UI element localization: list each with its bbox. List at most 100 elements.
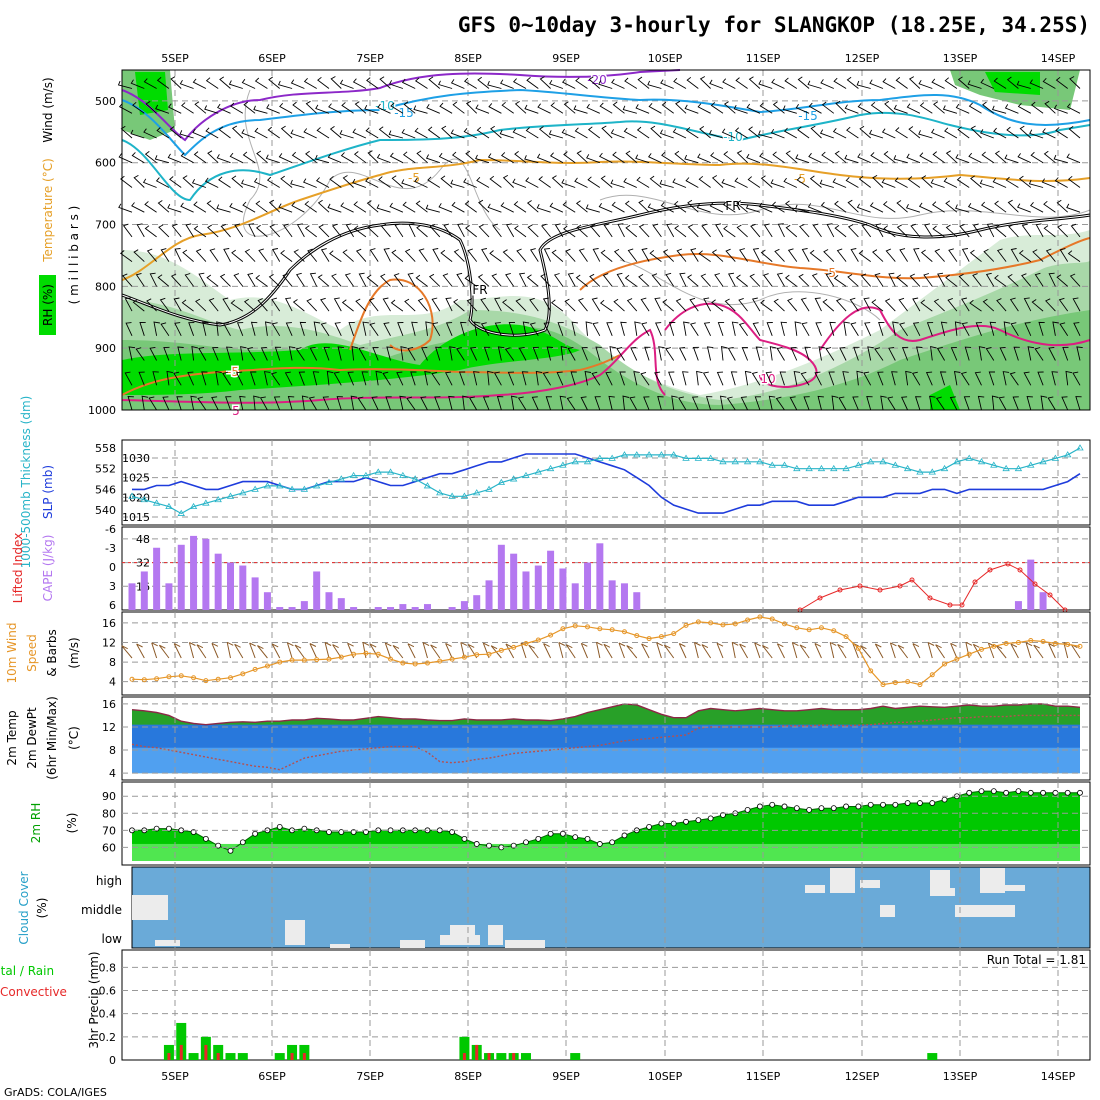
wind-barb <box>675 100 687 114</box>
wind-barb <box>148 396 157 411</box>
wind-barb <box>375 370 382 386</box>
wind-barb <box>477 76 490 89</box>
wind-barb <box>823 249 835 262</box>
wind-barb <box>156 77 170 89</box>
wind-barb <box>899 322 908 337</box>
wind-barb <box>785 224 798 238</box>
wind-barb <box>748 76 761 89</box>
wind-barb <box>577 297 588 312</box>
wind-barb <box>1045 298 1056 312</box>
wind-barb <box>167 203 182 213</box>
wind-barb <box>760 249 773 262</box>
wind10-barb <box>324 642 332 659</box>
top-date-label: 14SEP <box>1041 52 1076 65</box>
wind10-speed-marker <box>609 627 615 633</box>
wind10-speed-marker <box>658 634 664 640</box>
wind-barb <box>491 273 502 287</box>
precip-convective-bar <box>179 1044 183 1060</box>
wind-barb <box>367 224 379 238</box>
wind10-speed-marker <box>227 675 233 681</box>
wind-barb <box>448 395 455 411</box>
wind-barb <box>295 272 305 287</box>
wind10-speed-marker <box>892 680 898 686</box>
cloud-fragment <box>285 920 305 945</box>
wind-barb <box>1069 76 1081 89</box>
wind-barb <box>432 248 441 262</box>
wind-barb <box>146 298 157 312</box>
wind-barb <box>605 371 613 386</box>
wind-barb <box>643 396 650 411</box>
wind-barb <box>259 396 268 411</box>
cape-axis-label: CAPE (J/kg) <box>41 535 55 602</box>
wind-barb <box>241 179 256 188</box>
wind-barb <box>589 273 601 287</box>
wind-barb <box>163 346 170 361</box>
wind-barb <box>331 223 342 238</box>
isotherm-minus10 <box>121 111 1091 202</box>
wind-barb <box>689 322 699 337</box>
wind-barb <box>322 396 330 411</box>
rh2m-marker <box>670 820 677 827</box>
rh2m-marker <box>560 830 566 837</box>
thickness-marker <box>559 461 567 468</box>
wind-barb <box>467 248 478 262</box>
wind10-barb <box>799 644 810 659</box>
wind-barb <box>872 249 884 262</box>
wind-barb <box>758 130 773 139</box>
wind10-barb <box>121 645 133 659</box>
wind-barb <box>640 371 650 386</box>
wind-barb <box>872 175 884 188</box>
cloud-fragment <box>880 905 895 917</box>
wind-barb <box>230 299 244 312</box>
wind-barb <box>229 202 243 213</box>
wind-barb <box>686 76 699 89</box>
rh2m-marker <box>658 820 665 827</box>
wind-barb <box>158 224 170 238</box>
wind-barb <box>553 273 564 287</box>
wind-barb <box>250 321 258 336</box>
thickness-axis-label: 1000-500mb Thickness (dm) <box>19 396 33 569</box>
wind-barb <box>389 152 404 164</box>
wind-barb <box>327 203 342 213</box>
wind-barb <box>905 203 921 213</box>
cloud-axis-label: Cloud Cover <box>17 871 31 944</box>
thickness-marker <box>423 482 432 489</box>
wind-barb <box>949 396 958 411</box>
wind-barb <box>303 77 317 89</box>
wind-barb <box>972 223 982 238</box>
freezing-level-line-inner <box>121 202 1091 336</box>
wind-barb <box>303 178 317 188</box>
thickness-marker <box>706 454 715 461</box>
rh2m-marker <box>461 835 468 842</box>
top-date-label: 7SEP <box>356 52 384 65</box>
cloud-fragment <box>930 870 950 895</box>
wind-barb <box>598 152 613 164</box>
wind-barb <box>763 223 773 238</box>
wind-barb <box>738 297 748 312</box>
wind-barb <box>132 299 145 312</box>
wind-barb <box>212 346 219 361</box>
wind-barb <box>638 274 650 287</box>
wind-barb <box>299 321 307 336</box>
precip-ylabel-group: 3hr Precip (mm) <box>87 951 101 1048</box>
thickness-marker <box>903 464 912 472</box>
wind-barb <box>711 175 724 188</box>
cloud-fragment <box>400 940 425 948</box>
thickness-marker <box>830 464 838 472</box>
cape-bar <box>202 538 210 610</box>
wind-barb <box>556 371 564 386</box>
wind-barb <box>133 175 145 188</box>
wind-barb <box>120 175 133 188</box>
wind-barb <box>620 321 627 336</box>
wind-barb <box>702 371 711 386</box>
wind-barb <box>679 346 687 361</box>
wind-barb <box>630 346 638 361</box>
thickness-marker <box>571 458 579 465</box>
wind-barb <box>998 396 1007 411</box>
wind-barb <box>316 127 330 139</box>
wind-barb <box>1027 346 1035 361</box>
li-tick-label: -3 <box>105 542 116 555</box>
wind-barb <box>514 101 527 114</box>
wind-barb <box>1030 151 1044 164</box>
wind-barb <box>1004 104 1019 114</box>
